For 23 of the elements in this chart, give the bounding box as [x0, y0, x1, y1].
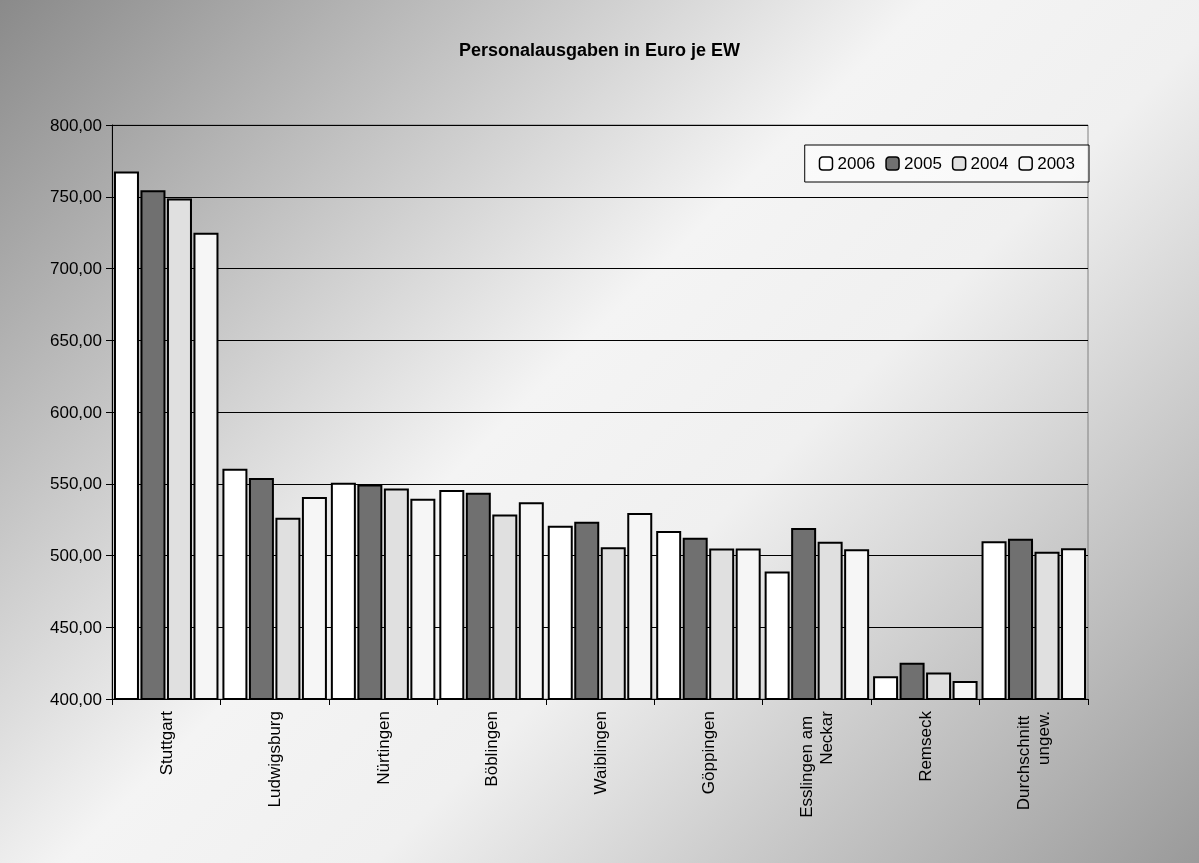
x-tick-label: Waiblingen — [590, 711, 610, 795]
y-tick-label: 750,00 — [50, 187, 102, 207]
y-tick-label: 650,00 — [50, 330, 102, 350]
y-tick-label: 400,00 — [50, 689, 102, 709]
x-tick-label: Nürtingen — [373, 711, 393, 785]
y-tick-label: 550,00 — [50, 474, 102, 494]
x-tick-label: Stuttgart — [156, 710, 176, 776]
y-tick-label: 500,00 — [50, 546, 102, 565]
x-tick-label: Böblingen — [482, 711, 502, 787]
x-tick-label: Durchschnitt ungew. — [1014, 711, 1054, 811]
x-tick-label: Esslingen am Neckar — [797, 710, 837, 818]
x-tick-label: Remseck — [915, 710, 935, 782]
legend-label: 2005 — [904, 154, 942, 173]
legend-label: 2004 — [970, 154, 1009, 173]
legend-label: 2003 — [1037, 154, 1076, 173]
y-tick-label: 600,00 — [50, 402, 102, 422]
legend-label: 2006 — [837, 154, 876, 173]
y-tick-label: 800,00 — [50, 115, 102, 135]
chart-title: Personalausgaben in Euro je EW — [458, 40, 741, 60]
y-tick-label: 700,00 — [50, 259, 102, 278]
x-tick-label: Ludwigsburg — [265, 711, 285, 808]
x-tick-label: Göppingen — [698, 711, 718, 795]
y-tick-label: 450,00 — [50, 617, 102, 637]
